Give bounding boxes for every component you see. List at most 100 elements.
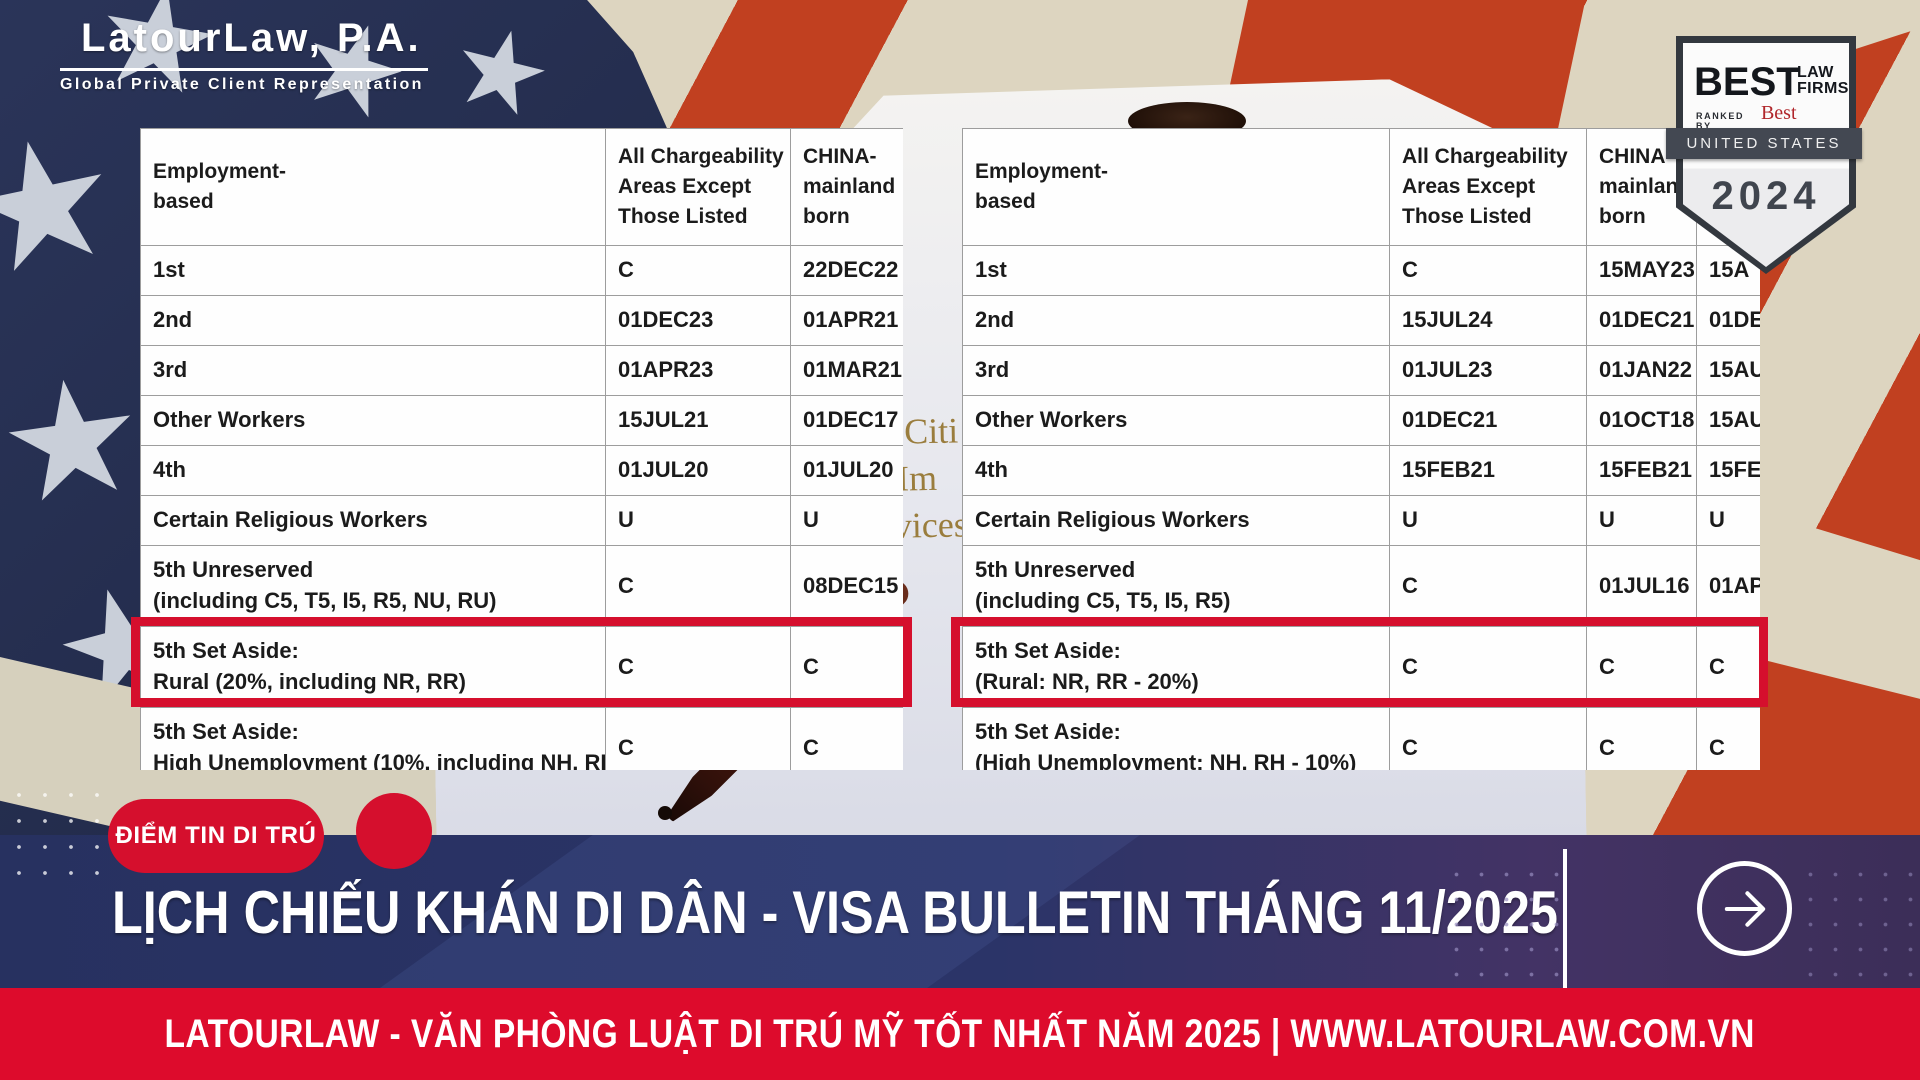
row-label: 3rd (962, 345, 1390, 396)
row-label: 4th (140, 445, 606, 496)
red-dot (356, 793, 432, 869)
table-cell: 01APR21 (790, 295, 903, 346)
paper-text-line: Im (896, 457, 938, 499)
row-label: 2nd (962, 295, 1390, 346)
visa-table-right: Employment- based All Chargeability Area… (962, 128, 1760, 770)
table-cell: 01JUL16 (1586, 545, 1697, 627)
column-header: Employment- based (140, 128, 606, 246)
page-title: LỊCH CHIẾU KHÁN DI DÂN - VISA BULLETIN T… (112, 879, 1558, 946)
row-label: Certain Religious Workers (140, 495, 606, 546)
table-row: Other Workers 15JUL21 01DEC17 (140, 395, 903, 446)
uscis-paper-text: Citi Im vices (892, 407, 968, 549)
table-row-highlighted: 5th Set Aside: High Unemployment (10%, i… (140, 707, 903, 770)
table-cell: 01JUL20 (605, 445, 791, 496)
table-cell: C (1696, 707, 1760, 770)
footer-text: LATOURLAW - VĂN PHÒNG LUẬT DI TRÚ MỸ TỐT… (164, 1011, 1756, 1056)
table-cell: C (605, 707, 791, 770)
table-cell: C (1586, 707, 1697, 770)
table-cell: 15JUL21 (605, 395, 791, 446)
table-cell: C (1586, 626, 1697, 708)
row-label: 5th Set Aside: High Unemployment (10%, i… (140, 707, 606, 770)
table-cell: 08DEC15 (790, 545, 903, 627)
table-cell: U (1586, 495, 1697, 546)
paper-text-line: vices (893, 503, 969, 546)
row-label: Other Workers (962, 395, 1390, 446)
pen-nib (658, 806, 672, 820)
table-cell: 15FEB21 (1389, 445, 1587, 496)
row-label: Other Workers (140, 395, 606, 446)
best-law-firms-badge: BEST LAW FIRMS RANKED BY Best Lawyers UN… (1666, 36, 1862, 274)
table-cell: C (1389, 545, 1587, 627)
row-label: 3rd (140, 345, 606, 396)
highlight-box-left (131, 617, 912, 707)
footer-bar: LATOURLAW - VĂN PHÒNG LUẬT DI TRÚ MỸ TỐT… (0, 988, 1920, 1080)
table-row: 2nd 01DEC23 01APR21 (140, 295, 903, 346)
table-cell: 15AUG (1696, 345, 1760, 396)
ranked-by-label: RANKED BY (1696, 111, 1745, 131)
table-row: 5th Set Aside: Rural (20%, including NR,… (140, 626, 903, 708)
table-cell: 01MAR21 (790, 345, 903, 396)
row-label: 5th Set Aside: Rural (20%, including NR,… (140, 626, 606, 708)
row-label: 4th (962, 445, 1390, 496)
arrow-right-button[interactable] (1697, 861, 1792, 956)
column-header: CHINA- mainland born (790, 128, 903, 246)
table-cell: 01JUL23 (1389, 345, 1587, 396)
logo-name: LatourLaw, P.A. (60, 16, 428, 71)
table-cell: 15FEB21 (1586, 445, 1697, 496)
column-header: All Chargeability Areas Except Those Lis… (605, 128, 791, 246)
table-row: Other Workers 01DEC21 01OCT18 15AUG (962, 395, 1760, 446)
table-cell: 15JUL24 (1389, 295, 1587, 346)
visa-table-left: Employment- based All Chargeability Area… (140, 128, 903, 770)
badge-year: 2024 (1711, 174, 1821, 218)
table-cell: C (605, 545, 791, 627)
table-cell: U (1696, 495, 1760, 546)
table-cell: 15FEB (1696, 445, 1760, 496)
badge-law: LAW (1797, 64, 1834, 81)
table-row: 1st C 15MAY23 15A (962, 245, 1760, 296)
paper-text-line: Citi (903, 410, 959, 452)
latourlaw-logo: LatourLaw, P.A. Global Private Client Re… (60, 16, 428, 94)
logo-tagline: Global Private Client Representation (60, 76, 424, 93)
star-icon: ★ (0, 336, 156, 543)
table-cell: 22DEC22 (790, 245, 903, 296)
table-row: 3rd 01APR23 01MAR21 (140, 345, 903, 396)
kicker-pill: ĐIỂM TIN DI TRÚ (108, 799, 324, 873)
badge-firms: FIRMS (1797, 80, 1849, 98)
title-band (0, 835, 1920, 988)
table-cell: C (790, 707, 903, 770)
row-label: 5th Unreserved (including C5, T5, I5, R5… (962, 545, 1390, 627)
table-cell: 01DEC23 (605, 295, 791, 346)
column-header: All Chargeability Areas Except Those Lis… (1389, 128, 1587, 246)
arrow-right-icon (1724, 890, 1765, 927)
table-cell: 15AUG (1696, 395, 1760, 446)
table-row-highlighted: 5th Set Aside: (High Unemployment: NH, R… (962, 707, 1760, 770)
table-cell: C (605, 245, 791, 296)
table-row: 5th Set Aside: (Rural: NR, RR - 20%) C C… (962, 626, 1760, 708)
column-header: Employment- based (962, 128, 1390, 246)
table-cell: 01JUL20 (790, 445, 903, 496)
table-cell: U (790, 495, 903, 546)
row-label: 1st (962, 245, 1390, 296)
table-cell: 01DEC17 (790, 395, 903, 446)
table-cell: 01APR23 (605, 345, 791, 396)
badge-lawfirms-text: LAW FIRMS (1797, 64, 1849, 98)
table-row: Certain Religious Workers U U U (962, 495, 1760, 546)
row-label: Certain Religious Workers (962, 495, 1390, 546)
table-row: Certain Religious Workers U U (140, 495, 903, 546)
table-cell: U (1389, 495, 1587, 546)
table-cell: C (790, 626, 903, 708)
divider-line (1563, 849, 1567, 989)
badge-best-text: BEST (1694, 60, 1801, 104)
table-cell: 01DEC (1696, 295, 1760, 346)
table-cell: C (1696, 626, 1760, 708)
badge-region-band: UNITED STATES (1666, 128, 1862, 159)
table-cell: 01DEC21 (1389, 395, 1587, 446)
row-label: 5th Unreserved (including C5, T5, I5, R5… (140, 545, 606, 627)
highlight-box-right (951, 617, 1768, 707)
table-cell: U (605, 495, 791, 546)
table-row: 4th 01JUL20 01JUL20 (140, 445, 903, 496)
kicker-label: ĐIỂM TIN DI TRÚ (115, 822, 317, 849)
table-cell: 01JAN22 (1586, 345, 1697, 396)
row-label: 1st (140, 245, 606, 296)
